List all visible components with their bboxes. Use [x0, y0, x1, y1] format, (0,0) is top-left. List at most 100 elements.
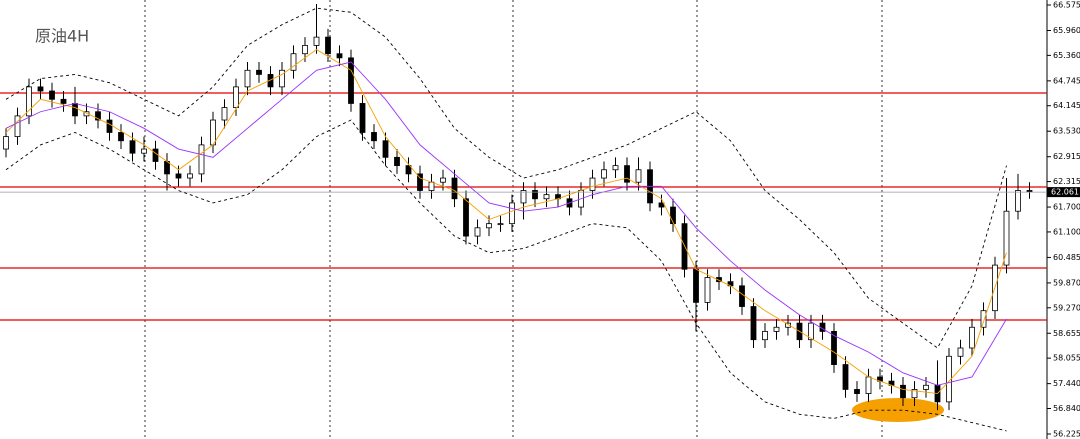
candle-body	[693, 268, 699, 303]
candle-body	[37, 86, 44, 92]
y-tick-label: 60.485	[1053, 253, 1080, 262]
y-tick-label: 65.360	[1053, 51, 1080, 60]
candle-body	[911, 389, 918, 399]
y-tick-label: 62.315	[1053, 177, 1080, 186]
y-tick-label: 61.100	[1053, 227, 1080, 236]
candle-body	[233, 86, 239, 108]
candle-body	[26, 86, 32, 117]
highlight-ellipse	[852, 398, 944, 422]
candle-body	[1015, 190, 1021, 212]
candle-body	[762, 331, 768, 341]
candle-body	[371, 132, 377, 142]
candle-body	[773, 326, 780, 332]
candle-body	[635, 169, 642, 183]
candle-body	[72, 103, 78, 117]
candle-body	[785, 322, 791, 328]
candle-body	[612, 165, 619, 171]
chart-title: 原油4H	[35, 27, 89, 46]
candle-body	[670, 206, 676, 225]
y-tick-label: 56.225	[1053, 429, 1080, 438]
candle-body	[348, 57, 354, 104]
candle-body	[118, 132, 124, 142]
candle-body	[187, 173, 193, 179]
candle-body	[509, 202, 515, 225]
y-tick-label: 56.840	[1053, 404, 1080, 413]
candle-body	[336, 53, 343, 59]
candle-body	[601, 169, 607, 179]
candle-body	[152, 148, 159, 162]
candle-body	[210, 119, 216, 146]
candle-body	[95, 111, 101, 121]
candle-body	[440, 177, 446, 183]
y-tick-label: 66.575	[1053, 1, 1080, 10]
candle-body	[129, 140, 136, 154]
candle-body	[463, 198, 469, 237]
candle-body	[60, 98, 67, 104]
candle-body	[716, 277, 722, 283]
indicator-line	[5, 7, 1007, 349]
candle-body	[325, 36, 331, 55]
y-tick-label: 64.745	[1053, 76, 1080, 85]
candle-body	[474, 227, 481, 237]
candle-body	[486, 223, 492, 229]
price-tag	[1047, 187, 1080, 198]
candle-body	[106, 119, 113, 133]
candle-body	[865, 376, 872, 394]
candle-body	[1003, 210, 1010, 266]
candle-body	[497, 223, 504, 226]
candle-body	[842, 364, 849, 390]
candle-body	[739, 285, 745, 307]
candle-body	[14, 115, 21, 138]
candle-body	[589, 177, 596, 191]
candle-body	[302, 45, 308, 55]
y-tick-label: 58.055	[1053, 354, 1080, 363]
candle-body	[900, 384, 906, 399]
y-tick-label: 57.440	[1053, 379, 1080, 388]
candle-body	[750, 306, 757, 341]
price-label: 62.061	[1051, 188, 1079, 197]
candle-body	[969, 326, 975, 349]
candle-body	[808, 322, 814, 341]
candle-body	[83, 111, 90, 117]
candle-body	[267, 74, 274, 88]
candle-body	[923, 384, 929, 390]
y-tick-label: 65.960	[1053, 26, 1080, 35]
candle-body	[359, 103, 366, 133]
candle-body	[221, 107, 228, 121]
candle-body	[624, 165, 630, 183]
candle-body	[3, 136, 9, 150]
candle-body	[543, 194, 550, 200]
candle-body	[831, 331, 837, 365]
y-tick-label: 58.655	[1053, 329, 1080, 338]
candle-body	[417, 173, 423, 191]
candle-body	[313, 36, 320, 46]
candle-body	[244, 69, 251, 88]
candle-body	[279, 69, 285, 88]
candle-body	[49, 90, 55, 100]
indicator-line	[5, 61, 1007, 386]
y-tick-label: 64.145	[1053, 101, 1080, 110]
candle-body	[704, 277, 711, 303]
y-tick-label: 63.530	[1053, 127, 1080, 136]
candle-body	[405, 165, 412, 175]
candle-body	[854, 389, 860, 394]
candle-body	[164, 161, 170, 175]
indicator-line	[5, 49, 1007, 395]
y-tick-label: 59.270	[1053, 303, 1080, 312]
candle-body	[394, 156, 400, 167]
candle-body	[175, 173, 182, 179]
y-tick-label: 62.915	[1053, 152, 1080, 161]
candle-body	[198, 144, 205, 175]
candle-body	[428, 181, 435, 191]
candle-body	[451, 177, 458, 200]
candle-body	[658, 202, 665, 208]
candle-body	[520, 190, 527, 204]
candle-body	[382, 140, 389, 158]
y-tick-label: 59.870	[1053, 278, 1080, 287]
time-grid	[144, 0, 883, 439]
candle-body	[532, 190, 538, 200]
candle-body	[141, 148, 147, 154]
candle-body	[957, 347, 964, 357]
